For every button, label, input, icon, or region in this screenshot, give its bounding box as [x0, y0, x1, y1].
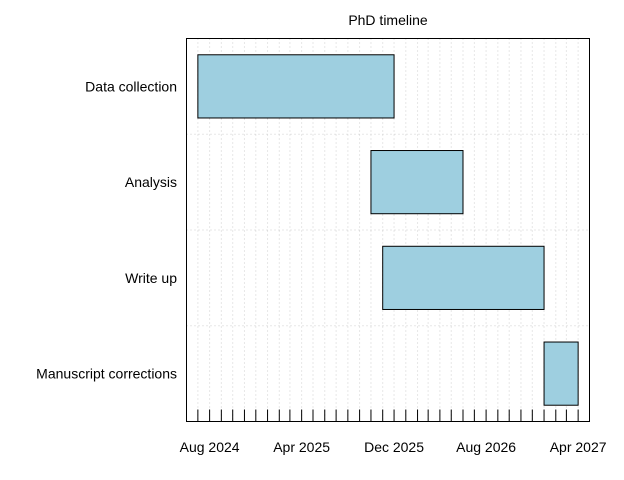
x-axis-ticks — [197, 409, 579, 422]
chart-title: PhD timeline — [348, 12, 428, 28]
category-labels: Data collection Analysis Write up Manuscrip… — [36, 78, 177, 381]
x-tick-label: Aug 2024 — [180, 439, 240, 455]
plot-frame — [186, 38, 590, 422]
task-bar — [370, 150, 464, 215]
x-tick-label: Apr 2027 — [550, 439, 607, 455]
task-bar — [543, 341, 579, 406]
category-label: Data collection — [85, 78, 177, 94]
bars — [197, 54, 579, 406]
x-tick-label: Apr 2025 — [273, 439, 330, 455]
x-tick-label: Aug 2026 — [456, 439, 516, 455]
category-label: Analysis — [125, 174, 177, 190]
category-label: Write up — [125, 270, 177, 286]
category-label: Manuscript corrections — [36, 366, 177, 382]
task-bar — [382, 245, 545, 310]
x-tick-label: Dec 2025 — [364, 439, 424, 455]
task-bar — [197, 54, 395, 119]
x-axis-labels: Aug 2024 Apr 2025 Dec 2025 Aug 2026 Apr 2027 — [180, 439, 607, 455]
